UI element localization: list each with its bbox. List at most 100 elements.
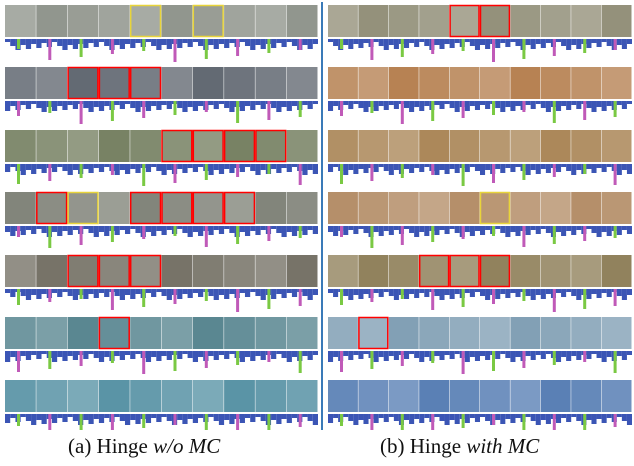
activation-bar [363, 289, 368, 294]
activation-bar [125, 164, 130, 174]
activation-bar [219, 101, 224, 104]
activation-bar [88, 39, 93, 43]
activation-bar [80, 351, 83, 366]
activation-bar [445, 414, 450, 425]
activation-bar [31, 101, 36, 104]
activation-bar [224, 164, 229, 169]
activation-bar [561, 226, 566, 236]
activation-bar [401, 226, 404, 245]
activation-bar [617, 101, 622, 105]
activation-bar [48, 289, 51, 302]
activation-bar [31, 39, 36, 44]
activation-bar [500, 289, 505, 294]
activation-bar [627, 226, 632, 234]
activation-bar [94, 289, 99, 298]
image-frame [450, 317, 480, 349]
activation-bar [236, 39, 239, 56]
activation-bar [115, 226, 120, 235]
activation-bar [627, 39, 632, 44]
activation-bar [455, 351, 460, 354]
activation-bar [5, 164, 10, 172]
activation-bar [267, 101, 270, 120]
activation-bar [281, 39, 286, 47]
activation-bar [434, 164, 439, 175]
activation-bar [505, 101, 510, 107]
activation-bar [374, 164, 379, 172]
activation-bar [130, 351, 135, 359]
image-frame [255, 5, 286, 37]
image-frame [419, 255, 449, 287]
activation-bar [546, 289, 551, 294]
caption-emphasis: w/o MC [153, 434, 220, 458]
activation-bar [379, 164, 384, 167]
activation-bar [607, 414, 612, 418]
activation-bar [583, 164, 586, 174]
activation-bar [174, 351, 177, 371]
activation-bar [353, 164, 358, 174]
image-frame [36, 380, 67, 412]
activation-bar [302, 39, 307, 45]
activation-bar [384, 289, 389, 292]
activation-bar [48, 414, 51, 430]
image-frame [541, 130, 571, 162]
activation-bar [292, 164, 297, 167]
image-frame [68, 317, 99, 349]
activation-bar [419, 351, 424, 362]
activation-bar [401, 39, 404, 57]
activation-bar [394, 39, 399, 49]
activation-bar [340, 39, 343, 49]
activation-bar [602, 351, 607, 362]
image-frame [255, 317, 286, 349]
activation-bar [302, 101, 307, 105]
activation-bar [485, 351, 490, 360]
activation-bar [384, 39, 389, 50]
activation-bar [343, 226, 348, 235]
activation-bar [17, 226, 20, 237]
activation-bar [492, 164, 495, 183]
image-frame [328, 192, 358, 224]
activation-bar [151, 164, 156, 167]
image-frame [287, 380, 318, 412]
activation-bar [614, 101, 617, 117]
activation-bar [99, 164, 104, 172]
activation-bar [541, 101, 546, 108]
activation-bar [583, 101, 586, 120]
activation-bar [142, 101, 145, 118]
activation-bar [80, 289, 83, 299]
activation-bar [591, 289, 596, 294]
activation-bar [505, 39, 510, 47]
activation-bar [597, 414, 602, 419]
activation-bar [500, 351, 505, 354]
activation-bar [36, 289, 41, 299]
activation-bar [602, 226, 607, 232]
activation-bar [88, 101, 93, 112]
activation-bar [465, 351, 470, 362]
activation-bar [622, 164, 627, 170]
activation-bar [52, 414, 57, 423]
activation-bar [292, 101, 297, 106]
activation-bar [419, 39, 424, 42]
activation-bar [389, 226, 394, 235]
activation-bar [450, 351, 455, 359]
activation-bar [556, 164, 561, 172]
activation-bar [495, 226, 500, 229]
activation-bar [419, 289, 424, 293]
activation-bar [205, 226, 208, 247]
image-frame [287, 5, 318, 37]
activation-bar [409, 351, 414, 354]
activation-bar [267, 39, 270, 53]
activation-bar [162, 39, 167, 45]
activation-bar [208, 101, 213, 105]
activation-bar [394, 101, 399, 109]
activation-bar [255, 164, 260, 175]
activation-bar [188, 39, 193, 47]
activation-bar [586, 164, 591, 169]
activation-bar [439, 39, 444, 49]
activation-bar [627, 164, 632, 174]
activation-bar [536, 101, 541, 104]
image-frame [162, 192, 193, 224]
activation-bar [240, 351, 245, 362]
activation-bar [526, 39, 531, 45]
activation-bar [515, 39, 520, 46]
activation-bar [198, 39, 203, 46]
